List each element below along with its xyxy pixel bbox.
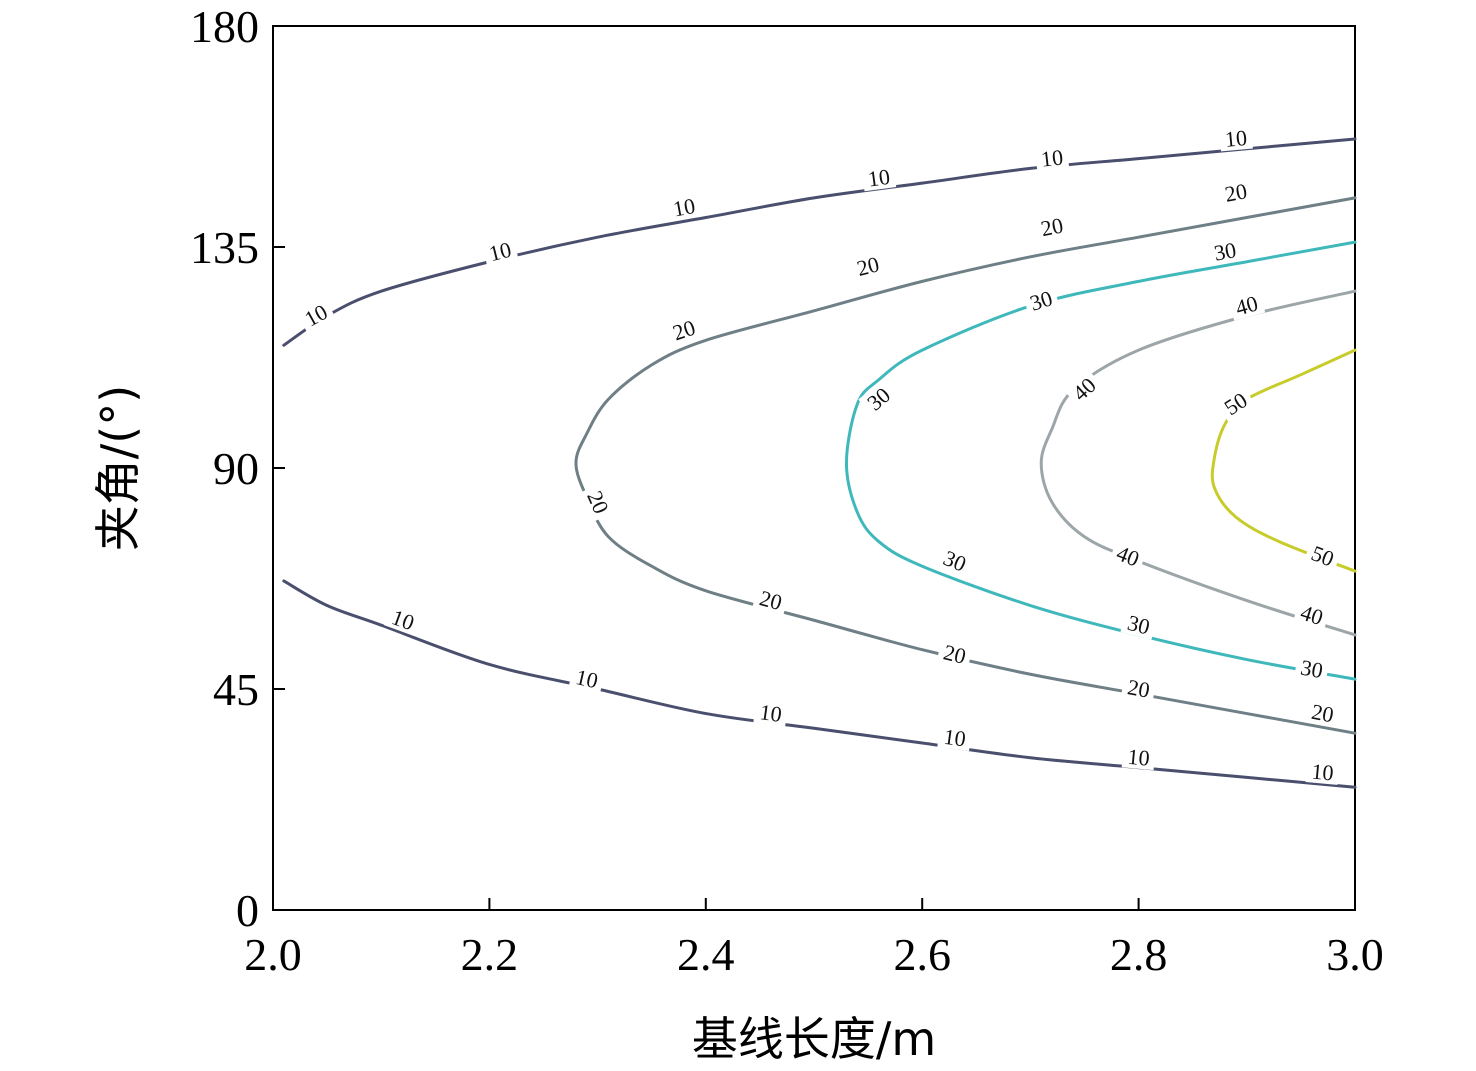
contour-label-20: 20 (1217, 177, 1254, 207)
contour-label-bg (1217, 177, 1254, 207)
contour-label-bg (1120, 673, 1157, 703)
contour-label-30: 30 (1120, 608, 1158, 640)
contour-label-10: 10 (568, 662, 606, 694)
y-tick-label: 0 (236, 885, 259, 936)
contour-label-bg (1218, 124, 1253, 152)
x-axis-ticks: 2.0 2.2 2.4 2.6 2.8 3.0 (244, 898, 1384, 980)
contour-label-bg (1207, 236, 1243, 266)
contour-line-20-main (574, 196, 1357, 735)
contour-label-10: 10 (384, 602, 423, 637)
contour-label-10: 10 (861, 163, 897, 192)
contour-label-30: 30 (1294, 653, 1330, 684)
contour-label-bg (935, 543, 975, 578)
contour-line-40-main (1039, 289, 1357, 637)
contour-label-bg (481, 235, 519, 267)
x-tick-label: 2.0 (244, 929, 302, 980)
contour-label-10: 10 (666, 192, 702, 222)
contour-label-20: 20 (1304, 697, 1341, 728)
y-tick-label: 180 (190, 1, 259, 52)
contour-label-bg (664, 313, 703, 346)
x-tick-label: 2.2 (461, 929, 519, 980)
contour-label-bg (1293, 598, 1331, 631)
contour-label-10: 10 (753, 698, 789, 727)
contour-label-10: 10 (1218, 124, 1253, 152)
contour-label-text: 20 (1039, 212, 1066, 241)
y-axis-title: 夹角/(°) (91, 385, 145, 551)
contour-label-text: 10 (573, 664, 600, 693)
contour-label-bg (858, 379, 899, 418)
contour-label-30: 30 (1207, 236, 1243, 266)
y-axis-ticks: 0 45 90 135 180 (190, 1, 285, 936)
plot-area (272, 25, 1356, 911)
contour-label-text: 10 (866, 164, 891, 192)
contour-label-bg (666, 192, 702, 222)
contour-lines (282, 137, 1357, 789)
x-axis-title: 基线长度/m (692, 1012, 936, 1066)
contour-label-bg (1034, 143, 1070, 172)
contour-label-bg (1294, 653, 1330, 684)
contour-label-bg (1305, 758, 1340, 785)
contour-label-text: 10 (758, 699, 783, 727)
contour-label-bg (1022, 283, 1060, 317)
contour-label-bg (1227, 289, 1266, 321)
contour-label-bg (295, 296, 336, 334)
contour-label-10: 10 (1034, 143, 1070, 172)
contour-label-bg (861, 163, 897, 192)
contour-label-bg (384, 602, 423, 637)
contour-label-text: 10 (1127, 744, 1151, 771)
contour-label-20: 20 (1120, 673, 1157, 703)
contour-label-bg (936, 638, 974, 670)
contour-label-20: 20 (849, 250, 887, 282)
contour-label-20: 20 (1033, 211, 1070, 242)
x-tick-label: 3.0 (1326, 929, 1384, 980)
contour-label-10: 10 (1305, 758, 1340, 786)
contour-label-bg (1108, 538, 1148, 573)
contour-label-text: 30 (1212, 237, 1238, 266)
contour-label-bg (1303, 538, 1343, 573)
contour-line-50-main (1210, 348, 1357, 573)
x-tick-label: 2.6 (893, 929, 951, 980)
contour-label-text: 30 (1299, 655, 1325, 684)
contour-label-bg (1215, 384, 1256, 423)
contour-label-bg (937, 723, 973, 752)
contour-label-bg (581, 482, 616, 522)
contour-label-text: 10 (1224, 125, 1248, 152)
contour-label-10: 10 (481, 235, 519, 267)
contour-label-text: 10 (942, 724, 967, 752)
y-tick-label: 135 (190, 222, 259, 273)
contour-label-10: 10 (1121, 743, 1156, 771)
contour-label-bg (1121, 743, 1156, 771)
contour-label-20: 20 (752, 583, 790, 616)
y-tick-label: 90 (213, 443, 259, 494)
contour-label-10: 10 (937, 723, 973, 752)
contour-label-text: 20 (1126, 674, 1152, 703)
contour-label-20: 20 (936, 638, 974, 670)
x-tick-label: 2.8 (1110, 929, 1168, 980)
contour-label-bg (1033, 211, 1070, 242)
contour-label-bg (1120, 608, 1158, 640)
contour-label-20: 20 (664, 313, 703, 346)
contour-label-bg (753, 698, 789, 727)
contour-label-text: 20 (1310, 699, 1336, 728)
y-tick-label: 45 (213, 664, 259, 715)
contour-label-50: 50 (1303, 538, 1343, 573)
contour-label-text: 10 (671, 193, 697, 222)
contour-label-bg (568, 662, 606, 694)
contour-label-text: 10 (1040, 144, 1065, 171)
x-tick-label: 2.4 (677, 929, 735, 980)
contour-line-10-upper (282, 137, 1357, 347)
contour-label-bg (1063, 369, 1104, 409)
contour-label-bg (1304, 697, 1341, 728)
contour-label-bg (752, 583, 790, 616)
contour-line-10-lower (282, 579, 1357, 789)
contour-label-40: 40 (1293, 598, 1331, 631)
contour-label-text: 20 (1223, 178, 1249, 207)
contour-label-40: 40 (1227, 289, 1266, 321)
contour-label-text: 10 (1311, 759, 1335, 786)
contour-label-bg (849, 250, 887, 282)
